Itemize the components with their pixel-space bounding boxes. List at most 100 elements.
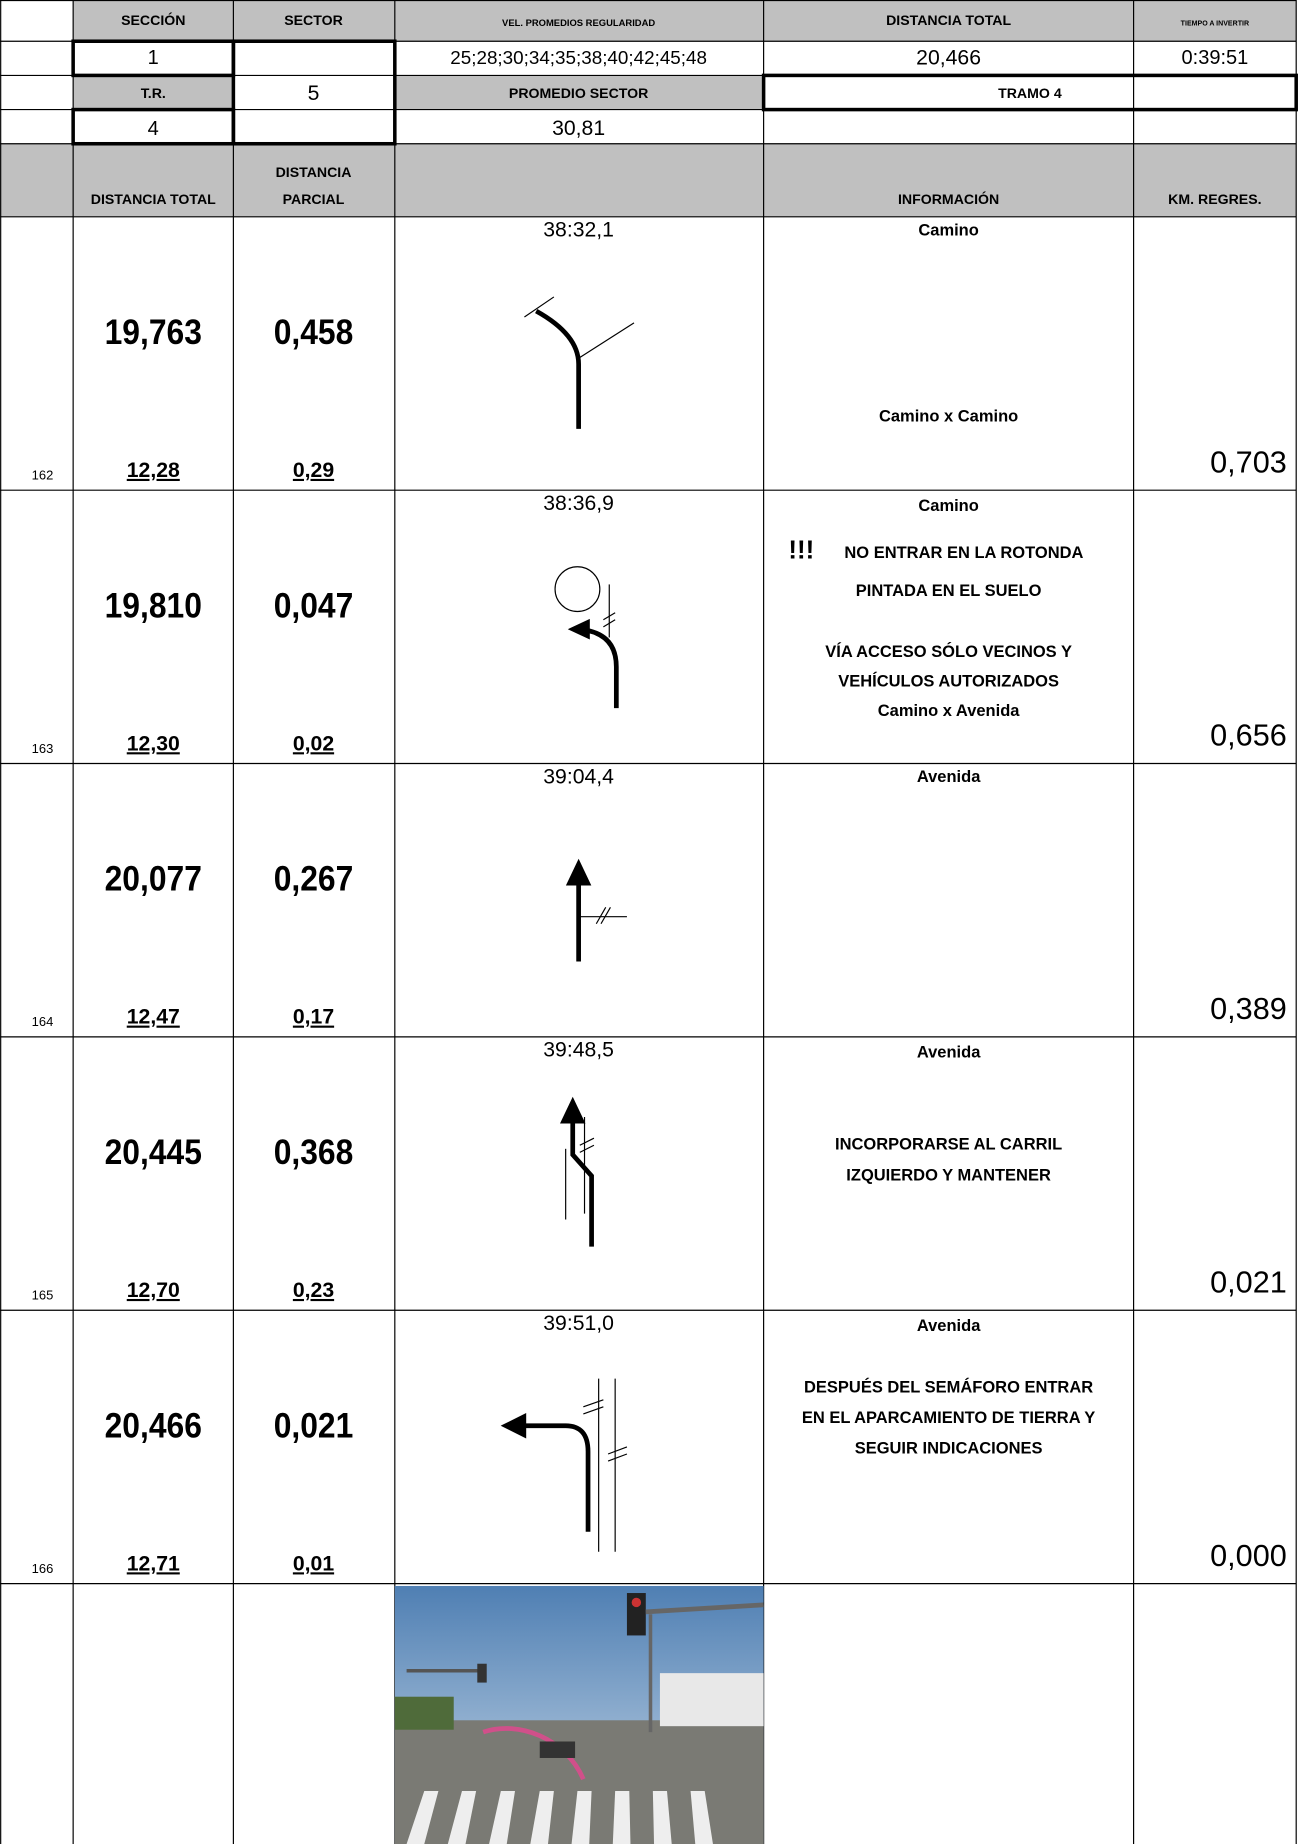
sub-total: 12,30 (127, 732, 180, 755)
sub-total: 12,70 (127, 1279, 180, 1302)
row-index: 165 (32, 1288, 54, 1303)
icon-stroke (524, 296, 555, 318)
time: 39:04,4 (543, 765, 614, 788)
info-line: Avenida (917, 1317, 981, 1335)
km-regres: 0,703 (1210, 445, 1287, 479)
icon-stroke (583, 1399, 604, 1408)
info-line: Camino (918, 497, 978, 515)
header-label: DISTANCIA TOTAL (886, 12, 1011, 28)
icon-stroke (603, 612, 616, 621)
icon-stroke (500, 1412, 527, 1439)
partial-distance: 0,368 (274, 1134, 354, 1173)
header-label: SECCIÓN (121, 11, 185, 28)
header-value: 4 (148, 118, 159, 140)
maneuver-icon (554, 566, 619, 709)
icon-stroke (603, 619, 616, 628)
header-value: 1 (148, 47, 159, 69)
row-index: 166 (32, 1561, 54, 1576)
column-header: INFORMACIÓN (898, 190, 999, 207)
partial-distance: 0,267 (274, 860, 354, 899)
row-index: 164 (32, 1014, 54, 1029)
icon-stroke (579, 1137, 595, 1146)
header-value: 20,466 (916, 47, 981, 70)
partial-distance: 0,047 (274, 587, 354, 626)
column-header: PARCIAL (283, 191, 345, 207)
header-value: 25;28;30;34;35;38;40;42;45;48 (450, 47, 707, 68)
maneuver-icon (560, 1096, 595, 1247)
sub-total: 12,71 (127, 1552, 180, 1575)
info-line: EN EL APARCAMIENTO DE TIERRA Y (802, 1409, 1095, 1427)
row-index: 162 (32, 467, 54, 482)
warning-mark: !!! (788, 536, 814, 564)
header-value: 5 (308, 82, 320, 105)
header-label: PROMEDIO SECTOR (509, 85, 648, 101)
header-value: 0:39:51 (1182, 47, 1249, 69)
info-line: Camino x Camino (879, 407, 1018, 425)
sub-partial: 0,23 (293, 1279, 334, 1302)
backgrounds (0, 0, 1297, 217)
header-label: SECTOR (284, 12, 343, 28)
icon-stroke (577, 626, 619, 709)
icon-stroke (518, 1423, 591, 1532)
icon-stroke (607, 1446, 628, 1455)
roundabout (554, 566, 601, 613)
sub-total: 12,47 (127, 1006, 180, 1029)
info-line: Avenida (917, 768, 981, 786)
info-line: NO ENTRAR EN LA ROTONDA (844, 544, 1083, 562)
info-line: INCORPORARSE AL CARRIL (835, 1136, 1062, 1154)
info-line: Camino (918, 221, 978, 239)
total-distance: 20,466 (105, 1407, 202, 1446)
km-regres: 0,389 (1210, 992, 1287, 1026)
row-index: 163 (32, 741, 54, 756)
icon-stroke (565, 858, 592, 886)
icon-stroke (560, 1096, 586, 1124)
total-distance: 19,810 (105, 587, 202, 626)
icon-stroke (567, 618, 590, 640)
km-regres: 0,656 (1210, 719, 1287, 753)
thick-borders (71, 39, 1298, 146)
info-line: Camino x Avenida (878, 702, 1021, 720)
total-distance: 20,077 (105, 860, 202, 899)
sub-total: 12,28 (127, 459, 180, 482)
info-line: Avenida (917, 1044, 981, 1062)
photo (394, 1585, 764, 1844)
icon-stroke (570, 1113, 594, 1247)
icons (500, 296, 635, 1552)
total-distance: 20,445 (105, 1134, 202, 1173)
km-regres: 0,021 (1210, 1265, 1287, 1299)
header-label: T.R. (141, 85, 166, 101)
info-line: DESPUÉS DEL SEMÁFORO ENTRAR (804, 1377, 1093, 1396)
texts: SECCIÓN SECTOR VEL. PROMEDIOS REGULARIDAD D… (0, 11, 1297, 1585)
icon-stroke (607, 1453, 628, 1462)
header-value: 30,81 (552, 117, 605, 140)
info-line: IZQUIERDO Y MANTENER (846, 1166, 1051, 1184)
header-label: TIEMPO A INVERTIR (1181, 20, 1249, 27)
maneuver-icon (524, 296, 635, 429)
info-line: PINTADA EN EL SUELO (856, 582, 1042, 600)
sub-partial: 0,17 (293, 1006, 334, 1029)
maneuver-icon (565, 858, 627, 962)
icon-stroke (583, 1406, 604, 1415)
km-regres: 0,000 (1210, 1539, 1287, 1573)
time: 39:48,5 (543, 1039, 614, 1062)
column-header: KM. REGRES. (1168, 191, 1261, 207)
total-distance: 19,763 (105, 313, 202, 352)
sub-partial: 0,01 (293, 1552, 334, 1575)
icon-stroke (600, 906, 611, 925)
time: 38:36,9 (543, 492, 614, 515)
partial-distance: 0,458 (274, 313, 354, 352)
partial-distance: 0,021 (274, 1407, 354, 1446)
column-header: DISTANCIA (276, 164, 352, 180)
icon-stroke (579, 1144, 595, 1153)
header-label: VEL. PROMEDIOS REGULARIDAD (502, 17, 655, 28)
column-header: DISTANCIA TOTAL (91, 191, 216, 207)
icon-stroke (595, 906, 607, 925)
icon-stroke (535, 309, 581, 429)
info-line: VEHÍCULOS AUTORIZADOS (838, 672, 1059, 691)
maneuver-icon (500, 1378, 628, 1552)
header-value: TRAMO 4 (998, 85, 1062, 101)
icon-stroke (578, 322, 635, 359)
